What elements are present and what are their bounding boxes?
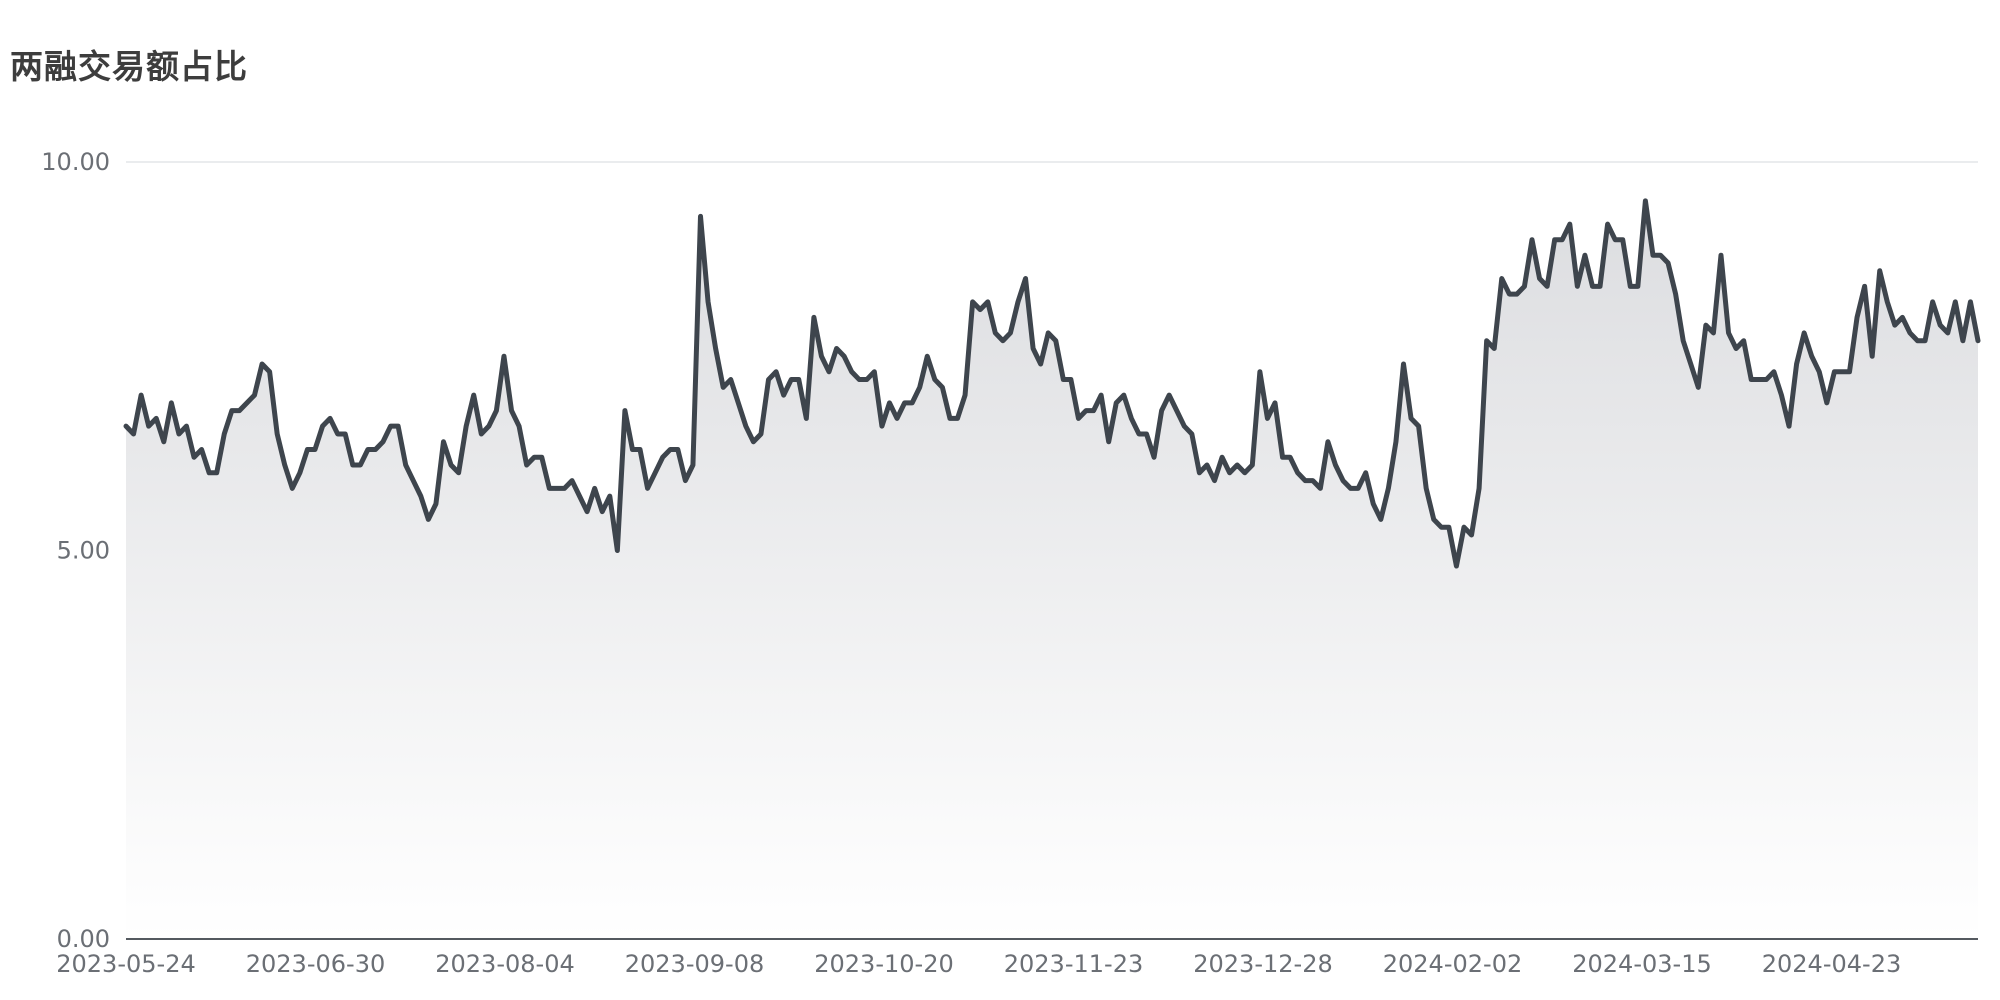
chart-title: 两融交易额占比 <box>10 47 248 86</box>
x-tick-label: 2024-03-15 <box>1572 950 1711 978</box>
x-tick-label: 2023-05-24 <box>56 950 195 978</box>
series-line <box>123 198 1981 569</box>
x-tick-label: 2024-02-02 <box>1383 950 1522 978</box>
x-tick-label: 2023-08-04 <box>435 950 574 978</box>
x-axis-ticks: 2023-05-24 2023-06-30 2023-08-04 2023-09-08… <box>56 950 1901 978</box>
y-tick-label: 5.00 <box>57 537 110 565</box>
x-tick-label: 2023-12-28 <box>1193 950 1332 978</box>
series-area <box>126 200 1978 940</box>
x-tick-label: 2023-06-30 <box>246 950 385 978</box>
x-tick-label: 2024-04-23 <box>1762 950 1901 978</box>
x-tick-label: 2023-11-23 <box>1004 950 1143 978</box>
y-tick-label: 10.00 <box>41 148 110 176</box>
y-tick-label: 0.00 <box>57 925 110 953</box>
x-tick-label: 2023-10-20 <box>814 950 953 978</box>
y-axis-ticks: 0.00 5.00 10.00 <box>41 148 110 953</box>
x-tick-label: 2023-09-08 <box>625 950 764 978</box>
